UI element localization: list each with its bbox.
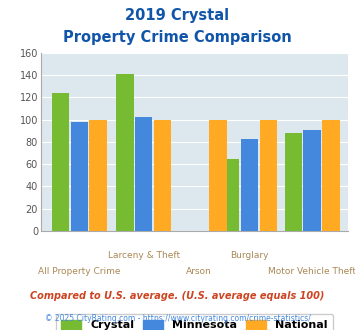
Text: Arson: Arson <box>186 267 212 276</box>
Bar <box>52 93 69 231</box>
Text: Burglary: Burglary <box>230 251 269 260</box>
Bar <box>116 74 133 231</box>
Text: Motor Vehicle Theft: Motor Vehicle Theft <box>268 267 355 276</box>
Bar <box>285 133 302 231</box>
Text: All Property Crime: All Property Crime <box>38 267 121 276</box>
Text: © 2025 CityRating.com - https://www.cityrating.com/crime-statistics/: © 2025 CityRating.com - https://www.city… <box>45 314 310 323</box>
Bar <box>304 130 321 231</box>
Bar <box>135 117 152 231</box>
Bar <box>209 119 227 231</box>
Bar <box>222 159 239 231</box>
Legend: Crystal, Minnesota, National: Crystal, Minnesota, National <box>56 314 333 330</box>
Text: Property Crime Comparison: Property Crime Comparison <box>63 30 292 45</box>
Bar <box>89 119 107 231</box>
Bar <box>71 122 88 231</box>
Bar <box>241 139 258 231</box>
Text: 2019 Crystal: 2019 Crystal <box>125 8 230 23</box>
Text: Larceny & Theft: Larceny & Theft <box>108 251 180 260</box>
Bar <box>154 119 171 231</box>
Bar <box>322 119 339 231</box>
Text: Compared to U.S. average. (U.S. average equals 100): Compared to U.S. average. (U.S. average … <box>30 291 325 301</box>
Bar <box>260 119 277 231</box>
